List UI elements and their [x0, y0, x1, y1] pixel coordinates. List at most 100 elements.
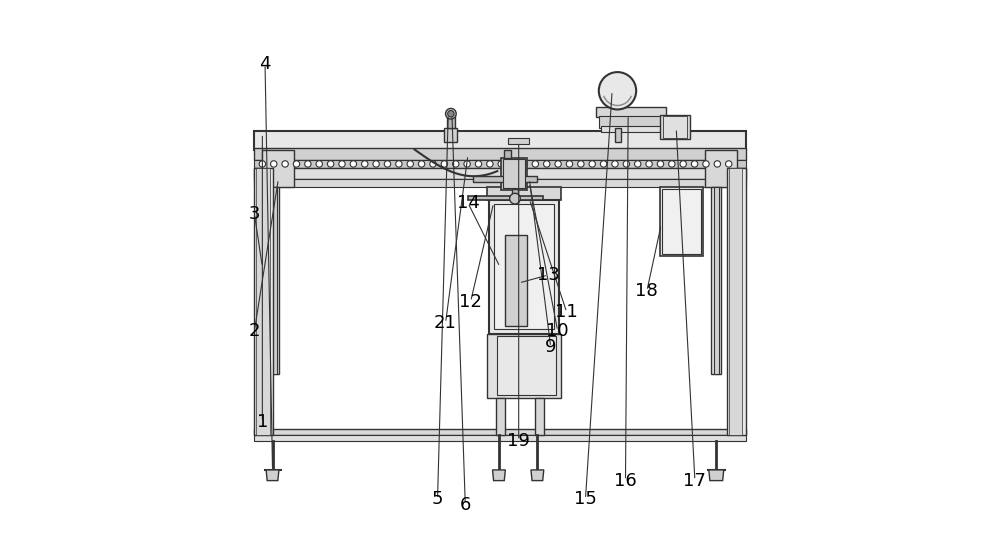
Circle shape	[339, 161, 345, 167]
Circle shape	[691, 161, 698, 167]
FancyBboxPatch shape	[254, 429, 746, 435]
Circle shape	[657, 161, 664, 167]
FancyBboxPatch shape	[601, 126, 660, 132]
FancyBboxPatch shape	[663, 116, 687, 138]
Circle shape	[680, 161, 686, 167]
Circle shape	[600, 161, 607, 167]
Circle shape	[544, 161, 550, 167]
FancyBboxPatch shape	[496, 398, 505, 435]
Text: 2: 2	[249, 322, 260, 340]
Circle shape	[271, 161, 277, 167]
Text: 5: 5	[432, 490, 443, 508]
FancyBboxPatch shape	[508, 138, 529, 144]
FancyBboxPatch shape	[473, 176, 537, 182]
FancyBboxPatch shape	[660, 115, 690, 139]
Text: 14: 14	[457, 194, 479, 212]
FancyBboxPatch shape	[269, 187, 279, 374]
Circle shape	[418, 161, 425, 167]
Circle shape	[293, 161, 300, 167]
Text: 21: 21	[434, 314, 457, 332]
Text: 12: 12	[459, 293, 482, 311]
Circle shape	[384, 161, 391, 167]
Polygon shape	[266, 470, 279, 481]
Circle shape	[612, 161, 618, 167]
Circle shape	[407, 161, 413, 167]
FancyBboxPatch shape	[262, 150, 294, 187]
FancyBboxPatch shape	[254, 168, 273, 435]
Text: 17: 17	[683, 472, 706, 490]
Circle shape	[446, 108, 456, 119]
Circle shape	[599, 72, 636, 109]
Circle shape	[316, 161, 322, 167]
Text: 18: 18	[635, 282, 658, 300]
FancyBboxPatch shape	[487, 187, 561, 200]
FancyBboxPatch shape	[714, 187, 719, 374]
Circle shape	[726, 161, 732, 167]
FancyBboxPatch shape	[256, 168, 270, 435]
Polygon shape	[493, 470, 505, 481]
FancyBboxPatch shape	[729, 168, 742, 435]
Circle shape	[282, 161, 288, 167]
Circle shape	[669, 161, 675, 167]
FancyBboxPatch shape	[711, 187, 721, 374]
Circle shape	[510, 193, 520, 204]
FancyBboxPatch shape	[705, 150, 737, 187]
Circle shape	[448, 111, 454, 117]
Text: 9: 9	[545, 338, 556, 356]
FancyBboxPatch shape	[501, 158, 527, 190]
Text: 4: 4	[259, 55, 271, 73]
Polygon shape	[531, 470, 544, 481]
Text: 11: 11	[555, 303, 578, 321]
Circle shape	[555, 161, 561, 167]
Text: 16: 16	[614, 472, 637, 490]
Circle shape	[305, 161, 311, 167]
FancyBboxPatch shape	[254, 168, 746, 179]
FancyBboxPatch shape	[254, 179, 746, 187]
Circle shape	[521, 161, 527, 167]
Circle shape	[475, 161, 482, 167]
Text: 3: 3	[249, 205, 260, 223]
Circle shape	[714, 161, 721, 167]
Circle shape	[327, 161, 334, 167]
Circle shape	[487, 161, 493, 167]
Circle shape	[589, 161, 595, 167]
FancyBboxPatch shape	[503, 159, 525, 188]
Circle shape	[623, 161, 630, 167]
FancyBboxPatch shape	[447, 115, 455, 128]
Circle shape	[509, 161, 516, 167]
FancyBboxPatch shape	[254, 131, 746, 150]
FancyBboxPatch shape	[271, 187, 277, 374]
FancyBboxPatch shape	[596, 107, 666, 117]
Text: 15: 15	[574, 490, 597, 508]
Circle shape	[362, 161, 368, 167]
Circle shape	[578, 161, 584, 167]
Circle shape	[498, 161, 504, 167]
FancyBboxPatch shape	[489, 200, 559, 334]
Polygon shape	[709, 470, 724, 481]
FancyBboxPatch shape	[599, 116, 663, 128]
Text: 6: 6	[460, 496, 471, 514]
FancyBboxPatch shape	[615, 128, 621, 142]
FancyBboxPatch shape	[468, 196, 543, 200]
Text: 10: 10	[546, 322, 569, 340]
FancyBboxPatch shape	[727, 168, 746, 435]
FancyBboxPatch shape	[254, 160, 746, 168]
FancyBboxPatch shape	[660, 187, 703, 256]
FancyBboxPatch shape	[497, 336, 556, 395]
Circle shape	[464, 161, 470, 167]
FancyBboxPatch shape	[535, 398, 544, 435]
Circle shape	[566, 161, 573, 167]
FancyBboxPatch shape	[662, 189, 701, 254]
Circle shape	[350, 161, 357, 167]
Text: 1: 1	[257, 413, 268, 431]
FancyBboxPatch shape	[487, 334, 561, 398]
Circle shape	[646, 161, 652, 167]
FancyBboxPatch shape	[254, 435, 746, 441]
Text: 13: 13	[537, 266, 559, 284]
Circle shape	[703, 161, 709, 167]
FancyBboxPatch shape	[505, 235, 527, 326]
Circle shape	[453, 161, 459, 167]
FancyBboxPatch shape	[504, 150, 511, 158]
Circle shape	[532, 161, 539, 167]
FancyBboxPatch shape	[254, 148, 746, 160]
